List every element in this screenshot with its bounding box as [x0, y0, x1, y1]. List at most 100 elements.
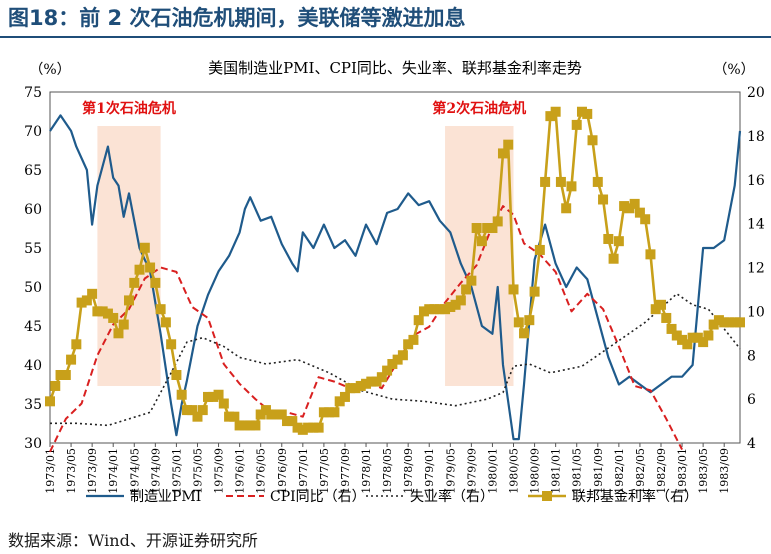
- x-tick-label: 1973/01: [44, 448, 57, 494]
- fed-funds-marker: [282, 416, 293, 427]
- fed-funds-marker: [576, 106, 587, 117]
- fed-funds-marker: [371, 376, 382, 387]
- crisis-label-1: 第1次石油危机: [82, 100, 176, 117]
- fed-funds-marker: [366, 376, 377, 387]
- x-tick-label: 1977/01: [297, 448, 310, 494]
- x-tick-label: 1974/01: [107, 448, 120, 494]
- fed-funds-marker: [50, 380, 61, 391]
- fed-funds-marker: [476, 236, 487, 247]
- left-axis-unit: （%）: [29, 62, 70, 78]
- plot-frame: [49, 91, 741, 444]
- fed-funds-marker: [234, 420, 245, 431]
- fed-funds-marker: [276, 409, 287, 420]
- fed-funds-marker: [308, 422, 319, 433]
- fed-funds-marker: [150, 277, 161, 288]
- fed-funds-marker: [650, 304, 661, 315]
- x-tick-label: 1978/01: [360, 448, 373, 494]
- fed-funds-marker: [339, 391, 350, 402]
- legend-label-cpi: CPI同比（右）: [270, 489, 366, 505]
- fed-funds-marker: [350, 383, 361, 394]
- fed-funds-marker: [692, 332, 703, 343]
- x-tick-label: 1982/05: [634, 448, 647, 494]
- x-tick-label: 1980/09: [529, 448, 542, 494]
- fed-funds-marker: [708, 319, 719, 330]
- fed-funds-marker: [471, 223, 482, 234]
- series-layer: [45, 106, 745, 453]
- fed-funds-marker: [661, 312, 672, 323]
- x-tick-label: 1975/09: [213, 448, 226, 494]
- legend-label-unemployment: 失业率（右）: [410, 488, 494, 505]
- fed-funds-marker: [624, 203, 635, 214]
- left-tick-label: 75: [24, 85, 42, 101]
- fed-funds-marker: [224, 411, 235, 422]
- x-tick-label: 1983/01: [676, 448, 689, 494]
- series-line-pmi: [49, 114, 742, 441]
- fed-funds-marker: [81, 295, 92, 306]
- x-tick-label: 1978/05: [381, 448, 394, 494]
- legend-marker-fed-funds: [542, 491, 552, 501]
- fed-funds-marker: [160, 317, 171, 328]
- fed-funds-marker: [455, 295, 466, 306]
- right-tick-label: 18: [747, 129, 765, 145]
- fed-funds-marker: [445, 301, 456, 312]
- fed-funds-marker: [677, 334, 688, 345]
- fed-funds-marker: [361, 378, 372, 389]
- right-tick-label: 8: [747, 348, 756, 364]
- fed-funds-marker: [729, 317, 740, 328]
- fed-funds-marker: [334, 396, 345, 407]
- fed-funds-marker: [613, 236, 624, 247]
- x-tick-label: 1980/01: [486, 448, 499, 494]
- fed-funds-marker: [571, 119, 582, 130]
- fed-funds-marker: [139, 242, 150, 253]
- fed-funds-marker: [482, 223, 493, 234]
- fed-funds-marker: [66, 354, 77, 365]
- fed-funds-marker: [97, 306, 108, 317]
- right-tick-label: 16: [747, 173, 765, 189]
- x-tick-label: 1981/01: [550, 448, 563, 494]
- fed-funds-marker: [713, 315, 724, 326]
- tick-labels-layer: 30 35 40 45 50 55 60 65 70 75 4 6 8 10 12 14 16 18 20 1973/…: [24, 85, 765, 494]
- fed-funds-marker: [397, 350, 408, 361]
- fed-funds-marker: [682, 339, 693, 350]
- fed-funds-marker: [318, 407, 329, 418]
- x-tick-label: 1983/09: [718, 448, 731, 494]
- x-tick-label: 1977/05: [318, 448, 331, 494]
- x-tick-label: 1978/09: [402, 448, 415, 494]
- x-tick-label: 1981/05: [571, 448, 584, 494]
- fed-funds-marker: [197, 405, 208, 416]
- left-tick-label: 45: [24, 319, 42, 335]
- x-tick-label: 1976/09: [276, 448, 289, 494]
- left-tick-label: 30: [24, 436, 42, 452]
- fed-funds-marker: [260, 405, 271, 416]
- fed-funds-marker: [218, 398, 229, 409]
- fed-funds-marker: [429, 304, 440, 315]
- x-tick-label: 1973/09: [86, 448, 99, 494]
- fed-funds-marker: [266, 409, 277, 420]
- fed-funds-marker: [92, 306, 103, 317]
- left-tick-label: 60: [24, 202, 42, 218]
- fed-funds-marker: [608, 253, 619, 264]
- fed-funds-marker: [555, 176, 566, 187]
- fed-funds-marker: [129, 277, 140, 288]
- fed-funds-marker: [108, 312, 119, 323]
- fed-funds-marker: [229, 411, 240, 422]
- fed-funds-marker: [450, 299, 461, 310]
- fed-funds-marker: [213, 389, 224, 400]
- legend-label-pmi: 制造业PMI: [130, 489, 201, 505]
- fed-funds-marker: [208, 391, 219, 402]
- fed-funds-marker: [113, 328, 124, 339]
- fed-funds-marker: [545, 111, 556, 122]
- left-tick-label: 35: [24, 397, 42, 413]
- fed-funds-marker: [118, 319, 129, 330]
- fed-funds-marker: [671, 330, 682, 341]
- fed-funds-marker: [640, 214, 651, 225]
- x-tick-label: 1980/05: [508, 448, 521, 494]
- right-tick-label: 6: [747, 392, 756, 408]
- fed-funds-marker: [345, 383, 356, 394]
- right-tick-label: 10: [747, 304, 765, 320]
- left-tick-label: 40: [24, 358, 42, 374]
- fed-funds-marker: [45, 396, 55, 407]
- x-tick-label: 1981/09: [592, 448, 605, 494]
- fed-funds-marker: [466, 275, 477, 286]
- figure-title: 图18：前 2 次石油危机期间，美联储等激进加息: [8, 6, 466, 30]
